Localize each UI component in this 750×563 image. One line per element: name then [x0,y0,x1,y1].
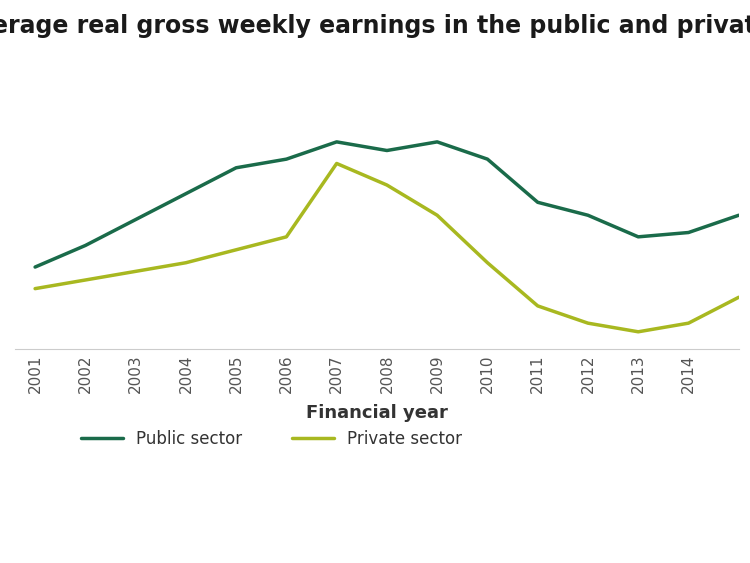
Public sector [684,229,693,236]
Public sector [382,147,392,154]
X-axis label: Financial year: Financial year [306,404,448,422]
Line: Private sector: Private sector [35,163,739,332]
Public sector [131,216,140,223]
Public sector [533,199,542,205]
Private sector [684,320,693,327]
Private sector [232,247,241,253]
Public sector [734,212,743,218]
Private sector [332,160,341,167]
Private sector [483,260,492,266]
Private sector [734,294,743,301]
Public sector [584,212,592,218]
Private sector [182,260,190,266]
Private sector [382,182,392,189]
Public sector [282,156,291,163]
Private sector [131,268,140,275]
Text: erage real gross weekly earnings in the public and private secto: erage real gross weekly earnings in the … [0,14,750,38]
Private sector [433,212,442,218]
Private sector [533,302,542,309]
Private sector [31,285,40,292]
Private sector [81,276,90,283]
Private sector [584,320,592,327]
Public sector [31,263,40,270]
Public sector [332,138,341,145]
Public sector [182,190,190,197]
Private sector [282,234,291,240]
Public sector [232,164,241,171]
Public sector [433,138,442,145]
Legend: Public sector, Private sector: Public sector, Private sector [81,430,462,448]
Line: Public sector: Public sector [35,142,739,267]
Public sector [483,156,492,163]
Private sector [634,328,643,335]
Public sector [81,242,90,249]
Public sector [634,234,643,240]
